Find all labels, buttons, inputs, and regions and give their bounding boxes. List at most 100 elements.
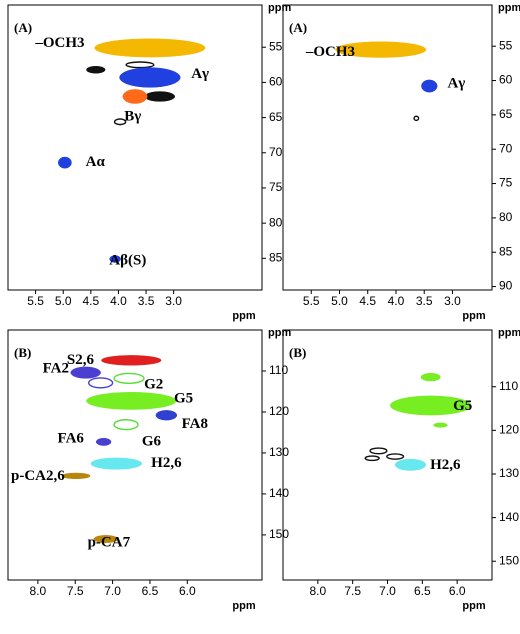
x-tick-label: 8.0 <box>30 584 47 598</box>
cross-peak <box>364 455 380 462</box>
x-tick-label: 3.5 <box>138 294 155 308</box>
y-tick-label: 150 <box>499 553 519 567</box>
peak-label: Aα <box>86 154 106 170</box>
x-tick-label: 4.0 <box>110 294 127 308</box>
y-tick-label: 65 <box>499 107 513 121</box>
x-tick-label: 3.5 <box>416 294 433 308</box>
cross-peak <box>394 458 427 471</box>
y-axis-label: ppm <box>268 2 291 14</box>
y-tick-label: 110 <box>269 363 288 377</box>
panel-label: (B) <box>289 345 306 360</box>
x-tick-label: 6.5 <box>414 584 431 598</box>
peak-label: p-CA7 <box>88 535 131 551</box>
y-tick-label: 55 <box>499 38 513 52</box>
x-tick-label: 7.0 <box>104 584 121 598</box>
y-tick-label: 130 <box>269 445 289 459</box>
y-axis-label: ppm <box>498 327 520 339</box>
cross-peak <box>421 79 438 93</box>
x-tick-label: 3.0 <box>165 294 182 308</box>
y-tick-label: 65 <box>269 110 283 124</box>
peak-label: H2,6 <box>151 455 182 471</box>
cross-peak <box>335 41 427 58</box>
x-tick-label: 6.0 <box>179 584 196 598</box>
x-tick-label: 7.5 <box>67 584 84 598</box>
cross-peak <box>144 91 176 102</box>
y-tick-label: 150 <box>269 527 289 541</box>
peak-label: FA8 <box>182 416 208 432</box>
x-tick-label: 5.0 <box>55 294 72 308</box>
cross-peak <box>109 255 121 263</box>
x-axis-label: ppm <box>232 600 255 612</box>
x-tick-label: 6.0 <box>449 584 466 598</box>
plot-frame <box>7 329 263 581</box>
y-tick-label: 110 <box>499 379 518 393</box>
cross-peak <box>70 366 101 379</box>
cross-peak <box>369 447 388 455</box>
x-tick-label: 5.5 <box>27 294 44 308</box>
cross-peak <box>113 118 127 126</box>
peak-label: G6 <box>142 433 162 449</box>
plot-frame <box>282 4 493 291</box>
peak-label: G5 <box>174 391 193 407</box>
x-axis-label: ppm <box>462 310 485 322</box>
cross-peak <box>413 115 420 122</box>
y-tick-label: 85 <box>499 244 513 258</box>
cross-peak <box>61 472 91 480</box>
y-tick-label: 120 <box>269 404 289 418</box>
y-axis-label: ppm <box>498 2 520 14</box>
y-tick-label: 75 <box>269 180 283 194</box>
y-tick-label: 60 <box>499 73 513 87</box>
peak-label: FA6 <box>58 430 85 446</box>
x-tick-label: 4.5 <box>359 294 376 308</box>
cross-peak <box>119 67 181 88</box>
peak-label: Aβ(S) <box>109 253 146 269</box>
peak-label: Bγ <box>124 108 141 124</box>
peak-label: –OCH3 <box>34 35 84 51</box>
y-tick-label: 80 <box>269 215 283 229</box>
y-axis-label: ppm <box>268 327 291 339</box>
y-tick-label: 70 <box>499 141 513 155</box>
y-tick-label: 140 <box>269 486 289 500</box>
cross-peak <box>433 422 448 428</box>
y-tick-label: 80 <box>499 210 513 224</box>
panel-label: (A) <box>14 20 32 35</box>
cross-peak <box>86 392 177 410</box>
cross-peak <box>101 355 162 366</box>
x-tick-label: 5.5 <box>303 294 320 308</box>
y-tick-label: 60 <box>269 75 283 89</box>
cross-peak <box>57 156 72 169</box>
cross-peak <box>420 372 441 382</box>
peak-label: G2 <box>144 376 163 392</box>
y-tick-label: 120 <box>499 423 519 437</box>
cross-peak <box>155 410 178 421</box>
x-tick-label: 7.0 <box>379 584 396 598</box>
x-tick-label: 7.5 <box>344 584 361 598</box>
peak-label: FA2 <box>43 360 69 376</box>
panel-label: (A) <box>289 20 307 35</box>
peak-label: p-CA2,6 <box>11 468 65 484</box>
cross-peak <box>94 38 206 58</box>
cross-peak <box>93 535 119 543</box>
cross-peak <box>95 437 112 446</box>
y-tick-label: 70 <box>269 145 283 159</box>
y-tick-label: 90 <box>499 279 513 293</box>
cross-peak <box>86 65 106 74</box>
cross-peak <box>113 372 145 384</box>
cross-peak <box>87 377 114 389</box>
y-tick-label: 140 <box>499 510 519 524</box>
y-tick-label: 55 <box>269 39 283 53</box>
cross-peak <box>386 453 405 460</box>
y-tick-label: 85 <box>269 251 283 265</box>
peak-label: H2,6 <box>430 457 461 473</box>
x-axis-label: ppm <box>462 600 485 612</box>
peak-label: Aγ <box>191 66 209 82</box>
y-tick-label: 130 <box>499 466 519 480</box>
cross-peak <box>390 395 472 416</box>
plot-frame <box>7 4 263 291</box>
peak-label: S2,6 <box>67 352 95 368</box>
x-axis-label: ppm <box>232 310 255 322</box>
x-tick-label: 3.0 <box>444 294 461 308</box>
x-tick-label: 5.0 <box>331 294 348 308</box>
peak-label: Aγ <box>447 75 465 91</box>
